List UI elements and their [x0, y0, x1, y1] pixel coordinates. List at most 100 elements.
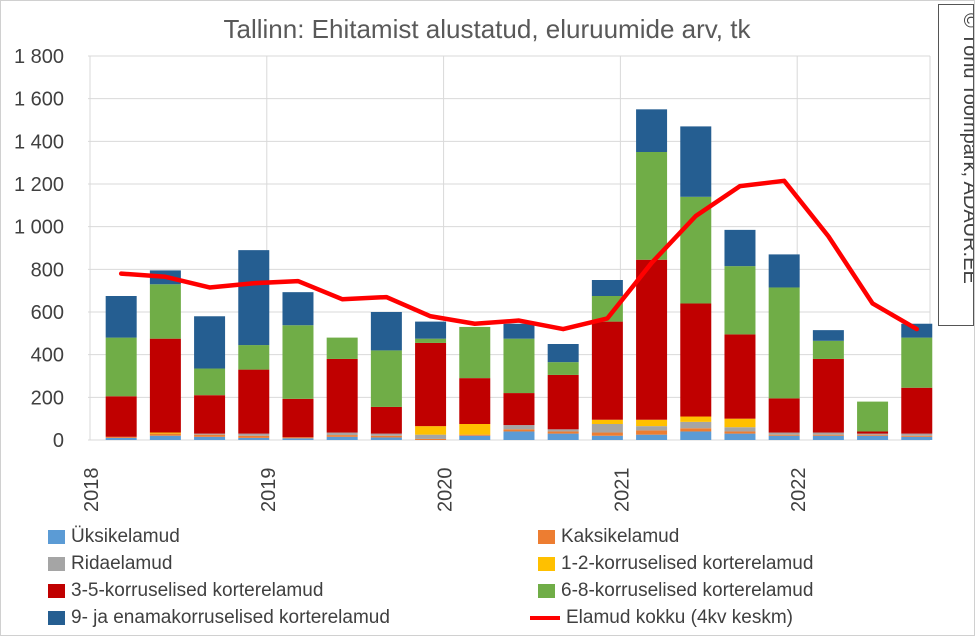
bar-segment — [149, 284, 181, 339]
bar-segment — [857, 431, 889, 434]
bar-segment — [370, 433, 402, 436]
bars — [105, 109, 933, 440]
bar-segment — [415, 426, 447, 435]
bar-segment — [370, 406, 402, 434]
legend-item-9-ja-enamakorruselised: 9- ja enamakorruselised korterelamud — [48, 605, 390, 631]
bar-segment — [724, 229, 756, 267]
bar-segment — [680, 303, 712, 417]
y-tick-label: 400 — [31, 345, 64, 367]
x-year-label: 2018 — [81, 468, 103, 513]
legend-swatch — [48, 584, 65, 598]
legend-label: 1-2-korruselised korterelamud — [561, 553, 814, 574]
bar-segment — [282, 292, 314, 326]
x-year-label: 2019 — [258, 468, 280, 513]
legend-label: Üksikelamud — [71, 526, 180, 547]
bar-segment — [724, 418, 756, 428]
bar-segment — [591, 424, 623, 433]
bar-segment — [459, 435, 491, 440]
bar-segment — [680, 421, 712, 429]
bar-segment — [591, 435, 623, 440]
bar-segment — [547, 429, 579, 432]
legend: Üksikelamud Kaksikelamud Ridaelamud 1-2-… — [48, 524, 948, 632]
legend-item-ridaelamud: Ridaelamud — [48, 551, 172, 577]
bar-segment — [194, 436, 226, 440]
credit-box: © Tõnu Toompark, ADAUR.EE — [938, 4, 975, 326]
bar-segment — [370, 435, 402, 438]
bar-segment — [901, 387, 933, 434]
bar-segment — [724, 431, 756, 434]
bar-segment — [503, 323, 535, 339]
legend-swatch — [48, 557, 65, 571]
bar-segment — [370, 312, 402, 351]
bar-segment — [105, 296, 137, 338]
bar-segment — [680, 428, 712, 432]
bar-segment — [901, 337, 933, 388]
x-year-label: 2021 — [611, 468, 633, 513]
y-tick-label: 600 — [31, 302, 64, 324]
bar-segment — [415, 321, 447, 339]
bar-segment — [547, 431, 579, 434]
legend-item-uksikelamud: Üksikelamud — [48, 524, 180, 550]
bar-segment — [636, 152, 668, 260]
bar-segment — [415, 438, 447, 440]
y-tick-label: 1 400 — [14, 131, 64, 153]
bar-segment — [636, 434, 668, 440]
y-axis-ticks: 0 200 400 600 800 1 000 1 200 1 400 1 600 1 800 — [14, 46, 64, 452]
y-tick-label: 200 — [31, 387, 64, 409]
legend-label: 3-5-korruselised korterelamud — [71, 580, 324, 601]
bar-segment — [503, 431, 535, 440]
legend-item-elamud-kokku: Elamud kokku (4kv keskm) — [530, 605, 793, 631]
bar-segment — [724, 427, 756, 432]
y-tick-label: 1 000 — [14, 217, 64, 239]
bar-segment — [105, 437, 137, 440]
bar-segment — [459, 378, 491, 424]
bar-segment — [547, 374, 579, 430]
bar-segment — [768, 434, 800, 436]
bar-segment — [459, 424, 491, 435]
chart-title: Tallinn: Ehitamist alustatud, eluruumide… — [224, 14, 752, 44]
bar-segment — [591, 419, 623, 424]
bar-segment — [370, 350, 402, 407]
legend-swatch — [48, 530, 65, 544]
legend-label: 9- ja enamakorruselised korterelamud — [71, 607, 390, 628]
bar-segment — [901, 436, 933, 440]
bar-segment — [768, 398, 800, 433]
bar-segment — [547, 344, 579, 363]
legend-swatch — [538, 530, 555, 544]
bar-segment — [282, 398, 314, 438]
credit-svg: © Tõnu Toompark, ADAUR.EE — [959, 13, 975, 284]
bar-segment — [768, 432, 800, 435]
bar-segment — [370, 437, 402, 440]
legend-label: 6-8-korruselised korterelamud — [561, 580, 814, 601]
bar-segment — [149, 435, 181, 440]
x-year-label: 2020 — [435, 468, 457, 513]
y-tick-label: 1 800 — [14, 46, 64, 68]
bar-segment — [326, 436, 358, 440]
bar-segment — [282, 437, 314, 439]
bar-segment — [636, 419, 668, 427]
bar-segment — [238, 250, 270, 346]
y-tick-label: 800 — [31, 259, 64, 281]
bar-segment — [238, 345, 270, 370]
bar-segment — [812, 340, 844, 359]
bar-segment — [680, 126, 712, 197]
legend-item-3-5-korruselised: 3-5-korruselised korterelamud — [48, 578, 323, 604]
legend-item-kaksikelamud: Kaksikelamud — [538, 524, 679, 550]
bar-segment — [680, 196, 712, 304]
bar-segment — [194, 368, 226, 396]
legend-line-swatch — [530, 616, 560, 620]
legend-swatch — [538, 584, 555, 598]
bar-segment — [149, 338, 181, 433]
bar-segment — [194, 434, 226, 437]
bar-segment — [591, 280, 623, 296]
bar-segment — [857, 401, 889, 432]
bar-segment — [415, 342, 447, 427]
bar-segment — [901, 435, 933, 437]
bar-segment — [105, 396, 137, 437]
bar-segment — [591, 321, 623, 420]
x-axis-year-labels: 2018 2019 2020 2021 2022 — [81, 468, 810, 513]
bar-segment — [238, 435, 270, 438]
credit-text: © Tõnu Toompark, ADAUR.EE — [959, 13, 973, 284]
bar-segment — [724, 433, 756, 440]
bar-segment — [724, 334, 756, 419]
